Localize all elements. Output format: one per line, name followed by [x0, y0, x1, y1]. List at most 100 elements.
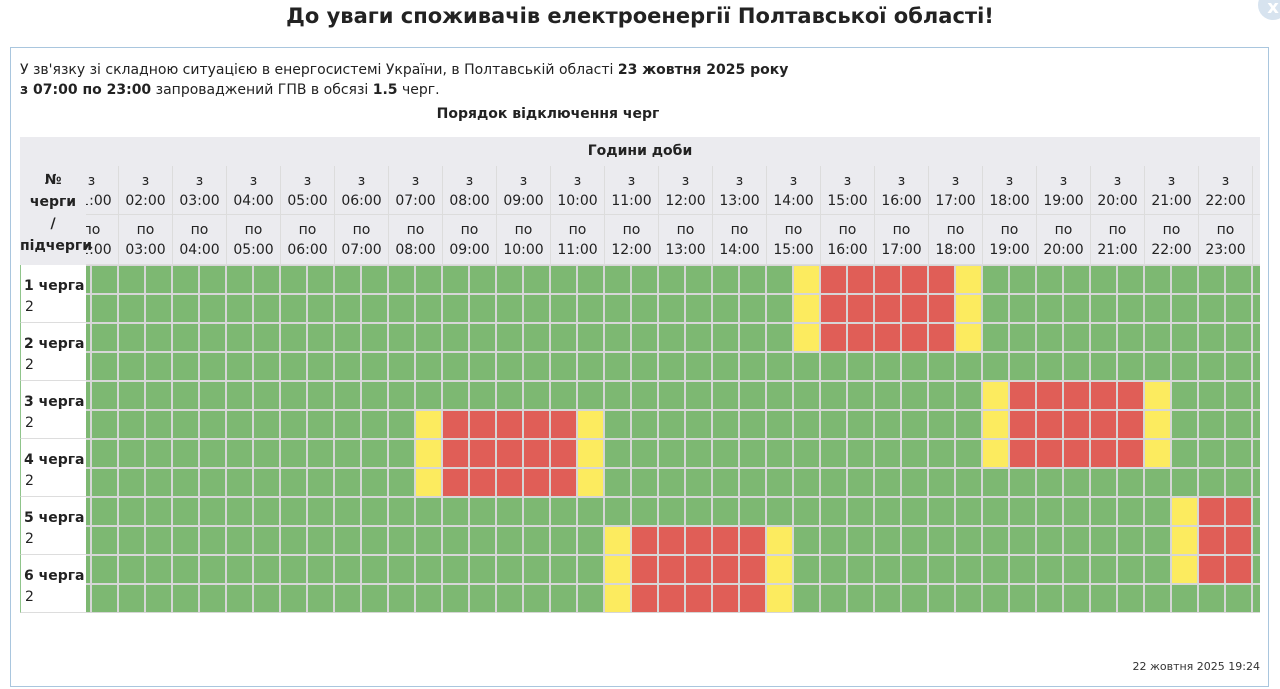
from-word: з: [573, 173, 582, 189]
slot-3.2-on: [712, 410, 739, 439]
slot-2.2-on: [361, 352, 388, 381]
slot-1.2-on: [1252, 294, 1260, 323]
slot-4.1-off: [1063, 439, 1090, 468]
slot-3.2-on: [118, 410, 145, 439]
slot-2.2-on: [253, 352, 280, 381]
slot-5.1-on: [280, 497, 307, 526]
header-hour-to: по 17:00: [874, 215, 928, 265]
slot-1.1-on: [253, 265, 280, 294]
header-hour-from: з 08:00: [442, 166, 496, 215]
slot-1.1-on: [1144, 265, 1171, 294]
slot-5.2-on: [388, 526, 415, 555]
slot-5.1-on: [361, 497, 388, 526]
close-icon[interactable]: x: [1258, 0, 1280, 20]
header-hour-to: по 06:00: [280, 215, 334, 265]
slot-2.1-on: [1198, 323, 1225, 352]
to-word: по: [352, 222, 371, 238]
slot-5.2-on: [469, 526, 496, 555]
slot-1.2-on: [91, 294, 118, 323]
slot-6.2-on: [145, 584, 172, 613]
slot-2.2-on: [793, 352, 820, 381]
slot-5.1-on: [550, 497, 577, 526]
slot-2.1-off: [847, 323, 874, 352]
slot-3.1-on: [766, 381, 793, 410]
slot-3.1-on: [1198, 381, 1225, 410]
slot-6.1-off: [739, 555, 766, 584]
slot-6.1-on: [1252, 555, 1260, 584]
header-hour-from: з 02:00: [118, 166, 172, 215]
subqueue-number: 2: [25, 357, 34, 373]
slot-3.1-on: [86, 381, 91, 410]
slot-1.2-possible: [955, 294, 982, 323]
slot-5.1-on: [766, 497, 793, 526]
from-word: з: [1167, 173, 1176, 189]
slot-3.2-off: [1036, 410, 1063, 439]
slot-5.2-off: [739, 526, 766, 555]
slot-6.1-possible: [1171, 555, 1198, 584]
slot-6.1-on: [982, 555, 1009, 584]
slot-2.1-off: [874, 323, 901, 352]
slot-4.2-on: [91, 468, 118, 497]
slot-1.2-on: [496, 294, 523, 323]
slot-4.1-on: [739, 439, 766, 468]
slot-1.1-on: [280, 265, 307, 294]
slot-4.1-off: [469, 439, 496, 468]
to-word: по: [514, 222, 533, 238]
slot-2.1-off: [820, 323, 847, 352]
slot-3.2-on: [145, 410, 172, 439]
slot-4.1-off: [1090, 439, 1117, 468]
slot-6.1-on: [86, 555, 91, 584]
slot-1.2-on: [86, 294, 91, 323]
schedule-title: Порядок відключення черг: [436, 106, 660, 122]
header-hour-to: по 03:00: [118, 215, 172, 265]
slot-4.1-on: [1198, 439, 1225, 468]
slot-1.2-on: [604, 294, 631, 323]
slot-4.2-on: [1063, 468, 1090, 497]
from-word: з: [357, 173, 366, 189]
to-time: 20:00: [1043, 242, 1084, 258]
slot-4.1-on: [874, 439, 901, 468]
to-word: по: [892, 222, 911, 238]
slot-2.2-on: [631, 352, 658, 381]
slot-2.2-on: [280, 352, 307, 381]
slot-6.2-on: [469, 584, 496, 613]
slot-3.2-on: [1225, 410, 1252, 439]
slot-5.2-possible: [604, 526, 631, 555]
slot-4.1-on: [226, 439, 253, 468]
slot-2.2-on: [739, 352, 766, 381]
schedule-table[interactable]: Години доби з 01:00 по 02:00 з 02:00 по 03:00 з 0…: [20, 137, 1260, 613]
intro-text-3: черг.: [397, 82, 440, 98]
slot-6.1-on: [280, 555, 307, 584]
queue-name: 4 черга: [24, 452, 85, 468]
slot-4.2-off: [550, 468, 577, 497]
schedule-grid[interactable]: з01:00по02:00з02:00по03:00з03:00по04:00з…: [86, 137, 1260, 613]
slot-2.1-on: [253, 323, 280, 352]
slot-3.2-on: [739, 410, 766, 439]
header-hour-from: з 14:00: [766, 166, 820, 215]
from-word: з: [249, 173, 258, 189]
slot-1.1-on: [172, 265, 199, 294]
from-time: 18:00: [989, 193, 1030, 209]
header-hour-from: з 18:00: [982, 166, 1036, 215]
slot-3.1-on: [631, 381, 658, 410]
slot-3.2-on: [820, 410, 847, 439]
to-time: 18:00: [935, 242, 976, 258]
slot-5.1-on: [577, 497, 604, 526]
slot-3.1-on: [469, 381, 496, 410]
slot-3.1-possible: [1144, 381, 1171, 410]
slot-5.1-off: [1225, 497, 1252, 526]
header-hour-to: по 02:00: [86, 215, 118, 265]
slot-5.2-on: [901, 526, 928, 555]
slot-6.1-on: [1036, 555, 1063, 584]
slot-6.2-on: [280, 584, 307, 613]
slot-1.1-on: [1063, 265, 1090, 294]
slot-5.1-on: [415, 497, 442, 526]
slot-4.2-on: [847, 468, 874, 497]
slot-2.1-on: [280, 323, 307, 352]
slot-4.2-on: [1009, 468, 1036, 497]
from-word: з: [681, 173, 690, 189]
slot-2.1-off: [928, 323, 955, 352]
slot-4.2-on: [307, 468, 334, 497]
to-word: по: [1216, 222, 1235, 238]
slot-5.1-on: [226, 497, 253, 526]
